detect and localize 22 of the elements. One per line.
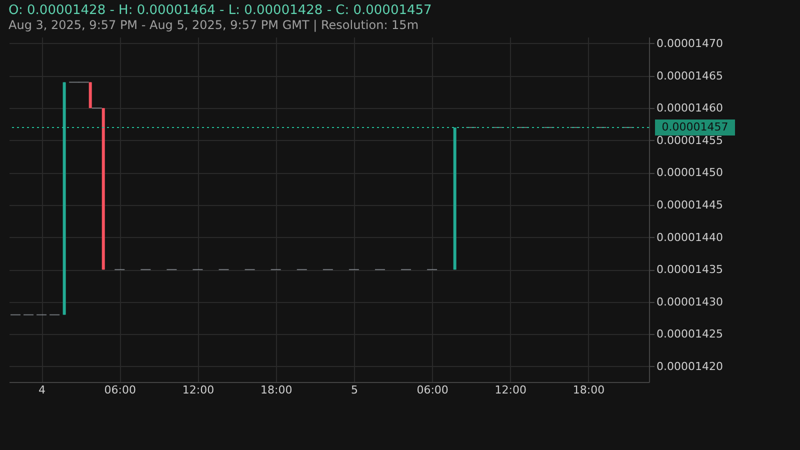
y-tick-label: 0.00001440 bbox=[656, 230, 723, 244]
y-tick-label: 0.00001450 bbox=[656, 166, 723, 180]
y-tick-label: 0.00001455 bbox=[656, 134, 723, 147]
y-tick-label: 0.00001435 bbox=[656, 263, 723, 276]
y-tick-label: 0.00001465 bbox=[656, 69, 723, 82]
x-tick-label: 18:00 bbox=[260, 384, 292, 396]
y-tick-label: 0.00001445 bbox=[656, 198, 723, 212]
y-tick-label: 0.00001420 bbox=[656, 360, 723, 373]
y-tick-label: 0.00001430 bbox=[656, 295, 723, 308]
x-tick-label: 06:00 bbox=[416, 384, 448, 396]
chart-subtitle: Aug 3, 2025, 9:57 PM - Aug 5, 2025, 9:57 PM GMT | Resolution: 15m bbox=[8, 18, 419, 32]
chart-title: O: 0.00001428 - H: 0.00001464 - L: 0.00001428 - C: 0.00001457 bbox=[8, 3, 432, 18]
y-tick-label: 0.00001460 bbox=[656, 102, 723, 115]
x-tick-label: 4 bbox=[38, 384, 46, 396]
y-tick-label: 0.00001470 bbox=[656, 36, 723, 50]
x-tick-label: 12:00 bbox=[494, 384, 527, 396]
ref-line-label: 0.00001457 bbox=[662, 120, 728, 134]
x-tick-label: 12:00 bbox=[182, 384, 214, 396]
y-tick-label: 0.00001425 bbox=[656, 328, 723, 341]
x-tick-label: 06:00 bbox=[104, 384, 136, 396]
x-tick-label: 5 bbox=[350, 384, 358, 396]
x-tick-label: 18:00 bbox=[572, 384, 605, 396]
